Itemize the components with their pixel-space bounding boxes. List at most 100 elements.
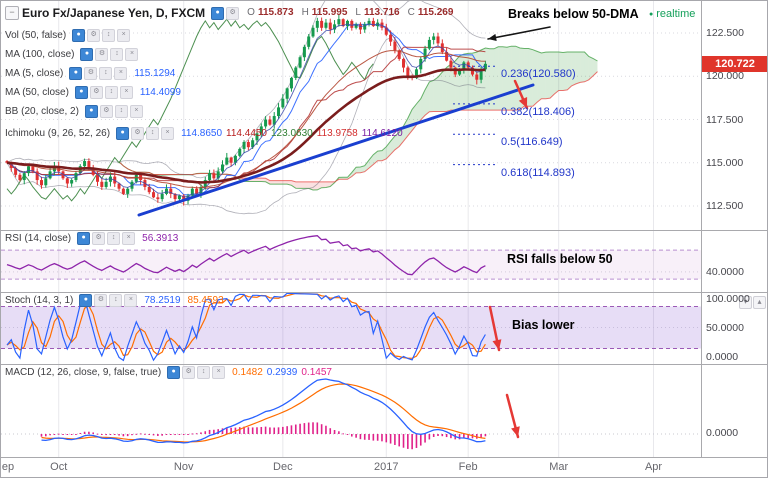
rsi-buttons: ● ⚙ ↕ × xyxy=(77,232,136,245)
gear-icon[interactable]: ⚙ xyxy=(94,294,108,307)
gear-icon[interactable]: ⚙ xyxy=(87,29,101,42)
eye-icon[interactable]: ● xyxy=(74,86,88,99)
indicator-label-macd[interactable]: MACD (12, 26, close, 9, false, true) xyxy=(5,366,162,378)
move-icon[interactable]: ↕ xyxy=(104,86,118,99)
title-row: − Euro Fx/Japanese Yen, D, FXCM ● ⚙ O 115… xyxy=(5,6,453,20)
fib-label: 0.618(114.893) xyxy=(501,166,575,179)
indicator-label-ma5[interactable]: MA (5, close) xyxy=(5,67,64,79)
indicator-label-ma100[interactable]: MA (100, close) xyxy=(5,48,75,60)
title-buttons: ● ⚙ xyxy=(211,6,240,20)
gear-icon[interactable]: ⚙ xyxy=(92,232,106,245)
annotation-rsi-falls[interactable]: RSI falls below 50 xyxy=(507,252,613,266)
eye-icon[interactable]: ● xyxy=(79,294,93,307)
indicator-label-ichimoku[interactable]: Ichimoku (9, 26, 52, 26) xyxy=(5,127,111,139)
eye-icon[interactable]: ● xyxy=(211,6,225,20)
ma50-buttons: ● ⚙ ↕ × xyxy=(74,86,133,99)
price-tick-label: 120.000 xyxy=(706,70,744,83)
price-tick-label: 117.500 xyxy=(706,113,744,126)
indicator-label-rsi[interactable]: RSI (14, close) xyxy=(5,232,72,244)
annotation-layer xyxy=(137,26,551,439)
indicator-label-ma50[interactable]: MA (50, close) xyxy=(5,86,69,98)
ichimoku-value: 113.9758 xyxy=(316,127,358,139)
gear-icon[interactable]: ⚙ xyxy=(226,6,240,20)
price-tick-label: 115.000 xyxy=(706,156,744,169)
panel-collapse-icon[interactable]: ▾ xyxy=(739,296,752,309)
gear-icon[interactable]: ⚙ xyxy=(99,105,113,118)
eye-icon[interactable]: ● xyxy=(167,366,181,379)
eye-icon[interactable]: ● xyxy=(69,67,83,80)
separator-layer xyxy=(1,1,767,458)
move-icon[interactable]: ↕ xyxy=(197,366,211,379)
annotation-bias-lower[interactable]: Bias lower xyxy=(512,318,575,332)
eye-icon[interactable]: ● xyxy=(116,127,130,140)
move-icon[interactable]: ↕ xyxy=(102,29,116,42)
move-icon[interactable]: ↕ xyxy=(99,67,113,80)
realtime-label: realtime xyxy=(656,8,696,20)
move-icon[interactable]: ↕ xyxy=(114,105,128,118)
indicator-label-vol[interactable]: Vol (50, false) xyxy=(5,29,67,41)
ohlc-open-value: 115.873 xyxy=(257,7,294,18)
ma50-value: 114.4099 xyxy=(139,86,181,98)
close-icon[interactable]: × xyxy=(114,67,128,80)
eye-icon[interactable]: ● xyxy=(80,48,94,61)
legend-row-volume: Vol (50, false) ● ⚙ ↕ × xyxy=(5,29,131,42)
ohlc-low-label: L xyxy=(355,7,361,18)
collapse-chart-icon[interactable]: − xyxy=(5,6,19,20)
legend-row-ma100: MA (100, close) ● ⚙ ↕ × xyxy=(5,48,139,61)
panel-expand-icon[interactable]: ▴ xyxy=(753,296,766,309)
ichimoku-values: 114.8650 114.4450 123.0630 113.9758 114.6120 xyxy=(177,128,403,140)
vol-buttons: ● ⚙ ↕ × xyxy=(72,29,131,42)
stoch-tick-label: 50.0000 xyxy=(706,321,744,334)
bb-buttons: ● ⚙ ↕ × xyxy=(84,105,143,118)
eye-icon[interactable]: ● xyxy=(84,105,98,118)
close-icon[interactable]: × xyxy=(161,127,175,140)
gear-icon[interactable]: ⚙ xyxy=(84,67,98,80)
macd-tick-label: 0.0000 xyxy=(706,427,739,439)
close-icon[interactable]: × xyxy=(212,366,226,379)
gear-icon[interactable]: ⚙ xyxy=(89,86,103,99)
close-icon[interactable]: × xyxy=(125,48,139,61)
move-icon[interactable]: ↕ xyxy=(146,127,160,140)
annotation-breaks-below-50dma[interactable]: Breaks below 50-DMA xyxy=(508,7,639,21)
fib-label: 0.382(118.406) xyxy=(501,105,575,118)
ohlc-high-value: 115.995 xyxy=(311,7,348,18)
legend-row-ma50: MA (50, close) ● ⚙ ↕ × 114.4099 xyxy=(5,86,181,99)
close-icon[interactable]: × xyxy=(124,294,138,307)
realtime-icon: ● xyxy=(649,10,654,18)
time-tick-label: Apr xyxy=(644,461,663,473)
stoch-tick-label: 0.0000 xyxy=(706,351,739,363)
rsi-value: 56.3913 xyxy=(142,232,179,244)
move-icon[interactable]: ↕ xyxy=(107,232,121,245)
time-tick-label: ep xyxy=(1,461,15,473)
indicator-label-bb[interactable]: BB (20, close, 2) xyxy=(5,105,79,117)
ma100-buttons: ● ⚙ ↕ × xyxy=(80,48,139,61)
price-tick-label: 112.500 xyxy=(706,200,744,212)
time-tick-label: Oct xyxy=(50,461,68,473)
ichimoku-buttons: ● ⚙ ↕ × xyxy=(116,127,175,140)
eye-icon[interactable]: ● xyxy=(77,232,91,245)
eye-icon[interactable]: ● xyxy=(72,29,86,42)
move-icon[interactable]: ↕ xyxy=(110,48,124,61)
gear-icon[interactable]: ⚙ xyxy=(131,127,145,140)
fib-label: 0.236(120.580) xyxy=(501,68,576,81)
gear-icon[interactable]: ⚙ xyxy=(182,366,196,379)
ma5-buttons: ● ⚙ ↕ × xyxy=(69,67,128,80)
close-icon[interactable]: × xyxy=(119,86,133,99)
ohlc-open-label: O xyxy=(247,7,255,18)
close-icon[interactable]: × xyxy=(122,232,136,245)
stoch-tick-label: 100.0000 xyxy=(706,293,750,305)
gear-icon[interactable]: ⚙ xyxy=(95,48,109,61)
indicator-label-stoch[interactable]: Stoch (14, 3, 1) xyxy=(5,294,74,306)
stoch-d-value: 85.4593 xyxy=(187,294,224,306)
stoch-buttons: ● ⚙ ↕ × xyxy=(79,294,138,307)
move-icon[interactable]: ↕ xyxy=(109,294,123,307)
close-icon[interactable]: × xyxy=(117,29,131,42)
ohlc-close-value: 115.269 xyxy=(417,7,454,18)
trendline[interactable] xyxy=(137,83,535,217)
ohlc-high-label: H xyxy=(301,7,309,18)
time-tick-label: Dec xyxy=(273,461,293,473)
close-icon[interactable]: × xyxy=(129,105,143,118)
ichimoku-value: 114.4450 xyxy=(226,127,267,139)
symbol-title[interactable]: Euro Fx/Japanese Yen, D, FXCM xyxy=(22,6,206,20)
